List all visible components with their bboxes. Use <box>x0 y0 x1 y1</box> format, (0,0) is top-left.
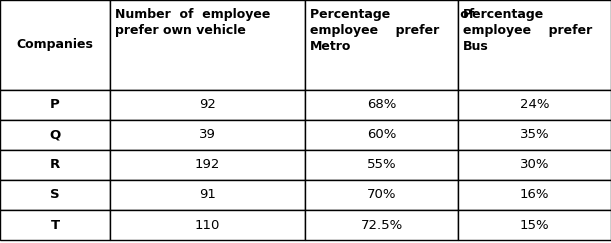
Bar <box>110 210 305 240</box>
Bar <box>458 180 611 210</box>
Text: 15%: 15% <box>520 218 549 232</box>
Text: 70%: 70% <box>367 189 397 201</box>
Text: 110: 110 <box>195 218 220 232</box>
Text: 30%: 30% <box>520 158 549 172</box>
Text: 16%: 16% <box>520 189 549 201</box>
Text: 192: 192 <box>195 158 220 172</box>
Text: 60%: 60% <box>367 129 396 141</box>
Bar <box>110 150 305 180</box>
Text: 39: 39 <box>199 129 216 141</box>
Text: 91: 91 <box>199 189 216 201</box>
Text: 72.5%: 72.5% <box>360 218 403 232</box>
Bar <box>305 180 458 210</box>
Text: 24%: 24% <box>520 98 549 112</box>
Bar <box>305 120 458 150</box>
Text: Q: Q <box>49 129 60 141</box>
Bar <box>305 90 458 120</box>
Bar <box>458 0 611 90</box>
Text: Number  of  employee
prefer own vehicle: Number of employee prefer own vehicle <box>115 8 271 37</box>
Bar <box>0 90 110 120</box>
Text: 55%: 55% <box>367 158 397 172</box>
Bar <box>458 90 611 120</box>
Bar <box>0 150 110 180</box>
Bar <box>0 180 110 210</box>
Bar <box>110 180 305 210</box>
Bar <box>458 120 611 150</box>
Text: 68%: 68% <box>367 98 396 112</box>
Bar <box>110 0 305 90</box>
Text: S: S <box>50 189 60 201</box>
Bar <box>110 90 305 120</box>
Bar <box>0 120 110 150</box>
Text: P: P <box>50 98 60 112</box>
Text: T: T <box>51 218 59 232</box>
Text: Percentage                of
employee    prefer
Metro: Percentage of employee prefer Metro <box>310 8 474 53</box>
Bar <box>305 0 458 90</box>
Text: 92: 92 <box>199 98 216 112</box>
Bar <box>305 150 458 180</box>
Bar <box>305 210 458 240</box>
Bar <box>458 210 611 240</box>
Text: R: R <box>50 158 60 172</box>
Bar <box>110 120 305 150</box>
Text: Companies: Companies <box>16 38 93 52</box>
Bar <box>458 150 611 180</box>
Text: Percentage                of
employee    prefer
Bus: Percentage of employee prefer Bus <box>463 8 611 53</box>
Bar <box>0 0 110 90</box>
Bar <box>0 210 110 240</box>
Text: 35%: 35% <box>520 129 549 141</box>
